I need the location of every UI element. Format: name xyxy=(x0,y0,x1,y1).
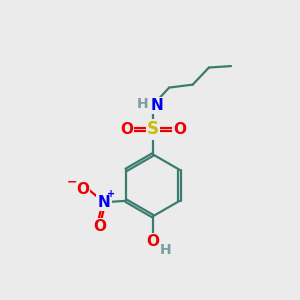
Text: +: + xyxy=(107,189,116,199)
Text: O: O xyxy=(120,122,133,137)
Text: O: O xyxy=(173,122,186,137)
Text: −: − xyxy=(66,175,77,188)
Text: O: O xyxy=(76,182,89,196)
Text: N: N xyxy=(98,195,110,210)
Text: H: H xyxy=(137,97,148,111)
Text: N: N xyxy=(151,98,164,113)
Text: S: S xyxy=(147,120,159,138)
Text: O: O xyxy=(93,220,106,235)
Text: H: H xyxy=(160,243,171,257)
Text: O: O xyxy=(146,234,159,249)
